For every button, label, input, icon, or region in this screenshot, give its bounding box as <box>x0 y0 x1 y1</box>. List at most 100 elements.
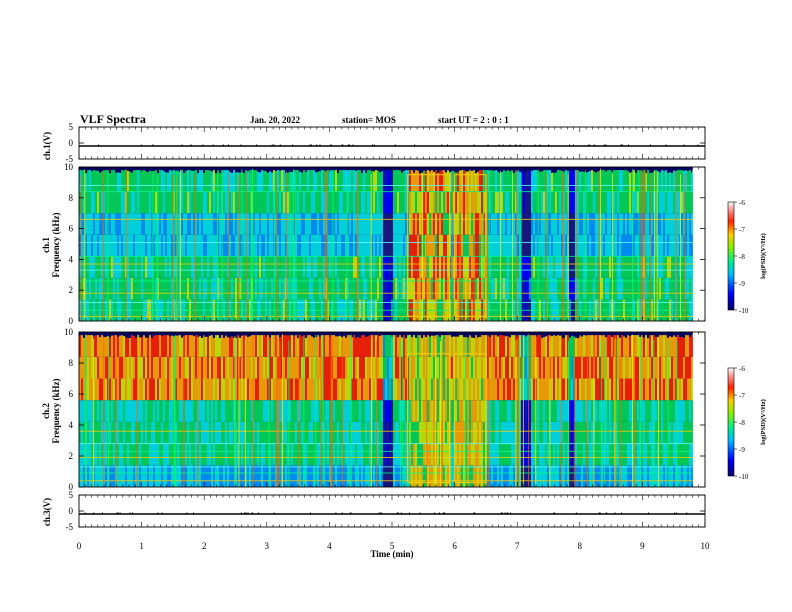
ch1-spectrogram-cell <box>361 256 363 278</box>
ch1-spectrogram-cell <box>185 191 187 214</box>
ch2-spectrogram-cell <box>481 421 483 444</box>
ch2-spectrogram-cell <box>239 337 241 357</box>
ch1-spectrogram-cell <box>423 277 425 300</box>
ch1-spectrogram-cell <box>145 234 147 257</box>
ch2-spectrogram-cell <box>637 356 639 379</box>
ch1-spectrogram-cell <box>443 277 445 300</box>
ch1-spectrogram-cell <box>415 234 417 257</box>
ch2-spectrogram-cell <box>637 400 639 422</box>
ch2-spectrogram-cell <box>439 443 441 466</box>
ch2-spectrogram-cell <box>287 356 289 379</box>
ch2-spectrogram-cell <box>533 400 535 422</box>
ch2-spectrogram-cell <box>153 400 155 422</box>
ch2-spectrogram-cell <box>481 400 483 422</box>
ch2-spectrogram-cell <box>509 356 511 379</box>
ch1-spectrogram-cell <box>97 277 99 300</box>
ch2-spectrogram-cell <box>245 378 247 401</box>
ch2-spectrogram-cell <box>623 356 625 379</box>
ch1-spectrogram-cell <box>625 256 627 278</box>
ch2-spectrogram-cell <box>167 378 169 401</box>
ch1-spectrogram-cell <box>563 213 565 235</box>
ch2-spectrogram-cell <box>483 465 485 487</box>
ch1-spectrogram-cell <box>315 172 317 192</box>
ch2-spectrogram-cell <box>691 443 693 466</box>
ch2-spectrogram-cell <box>591 465 593 487</box>
ch2-spectrogram-cell <box>283 400 285 422</box>
ch2-spectrogram-cell <box>431 465 433 487</box>
ch2-spectrogram-cell <box>223 400 225 422</box>
ch1-spectrogram-cell <box>457 256 459 278</box>
ch1-spectrogram-cell <box>321 191 323 214</box>
ch2-spectrogram-cell <box>621 465 623 487</box>
ch1-spectrogram-cell <box>87 170 89 192</box>
ch2-spectrogram-cell <box>583 465 585 487</box>
ch2-spectrogram-cell <box>199 465 201 487</box>
ch2-spectrogram-cell <box>531 421 533 444</box>
ch1-spectrogram-cell <box>507 191 509 214</box>
ch2-spectrogram-cell <box>643 337 645 357</box>
ch2-spectrogram-cell <box>555 400 557 422</box>
ch2-spectrogram-cell <box>301 356 303 379</box>
ch2-spectrogram-cell <box>463 465 465 487</box>
ch2-spectrogram-cell <box>375 421 377 444</box>
ch2-spectrogram-cell <box>117 378 119 401</box>
ch1-spectrogram-cell <box>345 213 347 235</box>
ch1-spectrogram-cell <box>435 234 437 257</box>
ch1-spectrogram-cell <box>479 277 481 300</box>
ch1-spectrogram-cell <box>207 170 209 192</box>
ch1-spectrogram-cell <box>517 191 519 214</box>
ch2-spectrogram-cell <box>539 443 541 466</box>
ch1-spectrogram-cell <box>327 277 329 300</box>
ch2-spectrogram-cell <box>507 400 509 422</box>
ch1-spectrogram-cell <box>377 256 379 278</box>
ch1-spectrogram-cell <box>265 170 267 192</box>
ch2-spectrogram-cell <box>491 335 493 357</box>
ch1-spectrogram-cell <box>653 191 655 214</box>
ch2-spectrogram-cell <box>285 378 287 401</box>
ch2-spectrogram-cell <box>333 335 335 357</box>
ch1-spectrogram-cell <box>283 170 285 192</box>
ch2-spectrogram-cell <box>601 421 603 444</box>
ch1-spectrogram-cell <box>145 171 147 192</box>
ch1-spectrogram-cell <box>123 234 125 257</box>
ch2-spectrogram-cell <box>393 378 395 401</box>
ch1-spectrogram-cell <box>579 213 581 235</box>
ch1-spectrogram-cell <box>573 256 575 278</box>
ch2-spectrogram-cell <box>555 421 557 444</box>
ch1-spectrogram-cell <box>209 213 211 235</box>
ch1-spectrogram-cell <box>95 277 97 300</box>
ch2-spectrogram-cell <box>559 443 561 466</box>
ch1-spectrogram-cell <box>343 213 345 235</box>
ch1-spectrogram-cell <box>277 191 279 214</box>
ch2-spectrogram-cell <box>571 335 573 357</box>
ch1-spectrogram-cell <box>613 213 615 235</box>
ch2-spectrogram-cell <box>501 356 503 379</box>
ch1-spectrogram-cell <box>217 234 219 257</box>
ch2-spectrogram-cell <box>529 400 531 422</box>
ch1-spectrogram-cell <box>215 234 217 257</box>
ch1-spectrogram-cell <box>679 277 681 300</box>
ch1-spectrogram-cell <box>293 213 295 235</box>
ch2-spectrogram-cell <box>139 465 141 487</box>
ch2-spectrogram-cell <box>607 400 609 422</box>
ch1-spectrogram-cell <box>629 191 631 214</box>
ch2-spectrogram-cell <box>357 443 359 466</box>
ch2-spectrogram-cell <box>627 356 629 379</box>
ch2-spectrogram-cell <box>125 337 127 357</box>
ch2-spectrogram-cell <box>293 421 295 444</box>
ch2-spectrogram-cell <box>449 335 451 357</box>
ch1-spectrogram-cell <box>145 213 147 235</box>
ch1-spectrogram-cell <box>599 191 601 214</box>
ch2-spectrogram-cell <box>223 337 225 357</box>
ch1-spectrogram-cell <box>421 256 423 278</box>
ch1-spectrogram-cell <box>259 277 261 300</box>
ch1-spectrogram-cell <box>689 213 691 235</box>
ch1-spectrogram-cell <box>281 191 283 214</box>
ch2-spectrogram-cell <box>431 378 433 401</box>
ch2-spectrogram-cell <box>319 400 321 422</box>
ch1-spectrogram-cell <box>461 277 463 300</box>
ch2-spectrogram-cell <box>541 378 543 401</box>
ch1-spectrogram-cell <box>297 277 299 300</box>
ch1-spectrogram-cell <box>363 191 365 214</box>
ch1-spectrogram-cell <box>617 277 619 300</box>
